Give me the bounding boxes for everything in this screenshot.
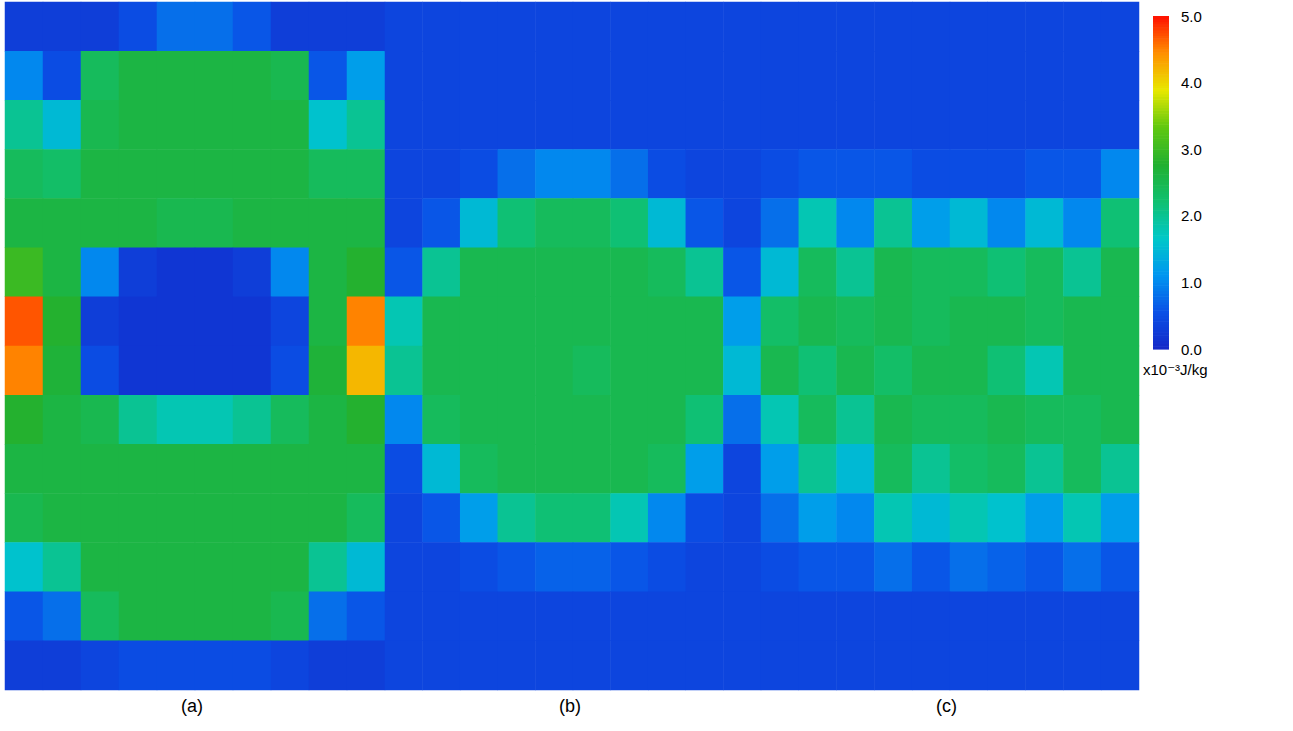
- svg-text:x10⁻³J/kg: x10⁻³J/kg: [1143, 361, 1208, 378]
- svg-text:3.0: 3.0: [1181, 141, 1202, 158]
- svg-text:(c): (c): [936, 696, 957, 716]
- svg-text:(a): (a): [181, 696, 203, 716]
- svg-text:0.0: 0.0: [1181, 341, 1202, 358]
- svg-text:2.0: 2.0: [1181, 207, 1202, 224]
- svg-text:(b): (b): [559, 696, 581, 716]
- svg-text:4.0: 4.0: [1181, 74, 1202, 91]
- svg-text:5.0: 5.0: [1181, 8, 1202, 25]
- svg-text:1.0: 1.0: [1181, 274, 1202, 291]
